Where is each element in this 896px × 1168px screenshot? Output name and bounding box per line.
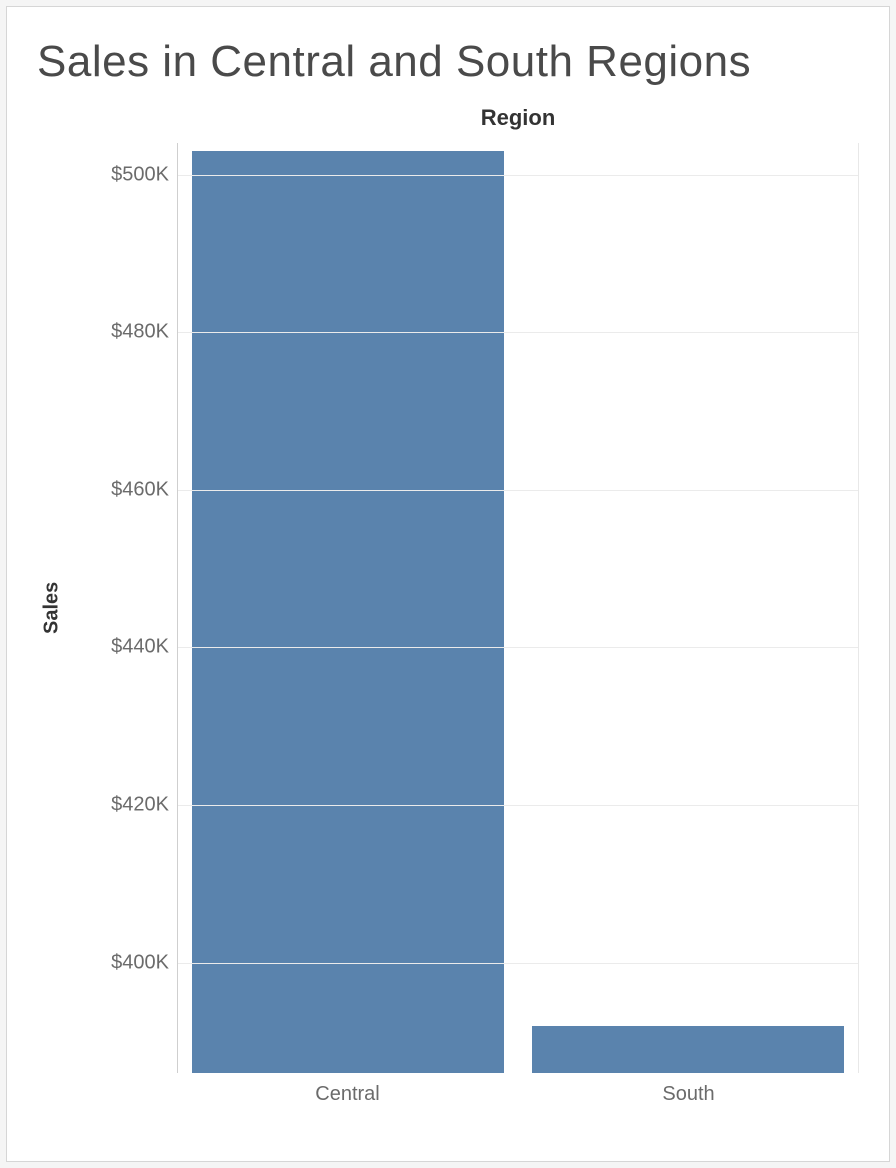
y-tick-label: $480K xyxy=(111,321,169,344)
gridline xyxy=(178,490,858,491)
bar-south[interactable] xyxy=(532,1026,845,1073)
plot-area xyxy=(177,143,859,1073)
y-axis-title: Sales xyxy=(37,143,67,1073)
x-tick-label: Central xyxy=(177,1083,518,1106)
y-tick-label: $420K xyxy=(111,794,169,817)
gridline xyxy=(178,175,858,176)
bar-central[interactable] xyxy=(192,151,505,1073)
gridline xyxy=(178,647,858,648)
x-axis-title: Region xyxy=(37,105,859,131)
chart-title: Sales in Central and South Regions xyxy=(37,37,859,87)
outer-frame: Sales in Central and South Regions Regio… xyxy=(0,0,896,1168)
bar-slot xyxy=(178,143,518,1073)
gridline xyxy=(178,332,858,333)
plot-wrap: Sales $400K $420K $440K $460K $480K $500K xyxy=(37,143,859,1073)
gridline xyxy=(178,963,858,964)
bars-layer xyxy=(178,143,858,1073)
gridline xyxy=(178,805,858,806)
y-tick-label: $460K xyxy=(111,478,169,501)
y-tick-label: $440K xyxy=(111,636,169,659)
y-tick-label: $500K xyxy=(111,163,169,186)
y-tick-label: $400K xyxy=(111,951,169,974)
y-axis-labels: $400K $420K $440K $460K $480K $500K xyxy=(67,143,177,1073)
bar-slot xyxy=(518,143,858,1073)
chart-container: Sales in Central and South Regions Regio… xyxy=(6,6,890,1162)
x-tick-label: South xyxy=(518,1083,859,1106)
x-axis-labels: CentralSouth xyxy=(37,1083,859,1106)
